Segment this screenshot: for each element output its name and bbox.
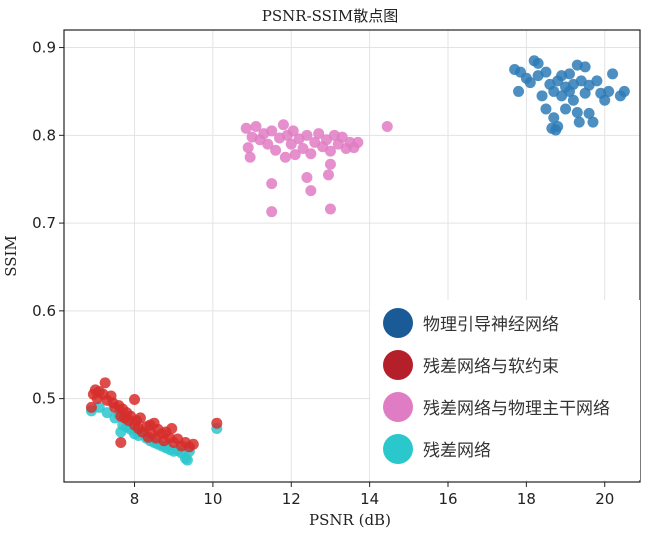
data-point [289,149,301,161]
x-tick-label: 8 [130,490,140,508]
series-残差网络与软约束 [85,377,223,453]
data-point [301,171,313,183]
legend-label: 残差网络与物理主干网络 [423,399,610,419]
data-point [567,94,579,106]
x-tick-label: 12 [282,490,301,508]
data-point [250,121,262,133]
data-point [85,401,97,413]
data-point [313,128,325,140]
legend-marker [383,350,413,380]
data-point [266,178,278,190]
data-point [560,103,572,115]
y-tick-label: 0.6 [32,302,56,320]
points-layer [85,55,630,466]
data-point [115,437,127,449]
x-tick-label: 16 [438,490,457,508]
legend-label: 物理引导神经网络 [423,315,559,335]
data-point [573,116,585,128]
data-point [285,138,297,150]
legend-background [370,300,640,480]
data-point [187,438,199,450]
data-point [381,121,393,133]
data-point [301,129,313,141]
plot-frame [63,29,641,483]
legend-label: 残差网络与软约束 [423,357,559,377]
series-物理引导神经网络 [509,55,630,136]
chart-title: PSNR-SSIM散点图 [262,7,398,25]
data-point [129,393,141,405]
data-point [240,122,252,134]
data-point [134,412,146,424]
data-point [99,377,111,389]
data-point [211,417,223,429]
y-axis-label: SSIM [2,235,20,277]
data-point [579,61,591,73]
x-tick-label: 14 [360,490,379,508]
data-point [607,68,619,80]
data-point [540,103,552,115]
data-point [266,125,278,137]
data-point [583,107,595,119]
data-point [297,142,309,154]
data-point [336,131,348,143]
data-point [324,158,336,170]
data-point [93,401,105,413]
data-point [599,94,611,106]
data-point [324,203,336,215]
data-point [548,112,560,124]
data-point [618,85,630,97]
y-tick-label: 0.7 [32,214,56,232]
data-point [324,145,336,157]
data-point [513,85,525,97]
data-point [279,151,291,163]
data-point [322,169,334,181]
data-point [603,85,615,97]
data-point [591,75,603,87]
x-tick-label: 10 [203,490,222,508]
data-point [270,144,282,156]
grid [64,30,640,482]
data-point [532,57,544,69]
legend-label: 残差网络 [423,441,491,461]
x-tick-label: 18 [517,490,536,508]
data-point [563,68,575,80]
data-point [287,125,299,137]
data-point [266,206,278,218]
data-point [305,185,317,197]
x-axis-label: PSNR (dB) [309,511,391,529]
legend-marker [383,308,413,338]
legend-marker [383,434,413,464]
y-tick-label: 0.8 [32,126,56,144]
x-tick-label: 20 [595,490,614,508]
data-point [536,90,548,102]
data-point [352,136,364,148]
data-point [546,122,558,134]
data-point [262,138,274,150]
data-point [540,66,552,78]
data-point [101,407,113,419]
data-point [571,107,583,119]
y-tick-label: 0.9 [32,39,56,57]
data-point [242,142,254,154]
data-point [305,148,317,160]
y-tick-label: 0.5 [32,390,56,408]
data-point [181,454,193,466]
series-残差网络与物理主干网络 [240,119,393,218]
data-point [244,151,256,163]
data-point [166,422,178,434]
data-point [115,426,127,438]
data-point [277,119,289,131]
data-point [587,116,599,128]
legend-marker [383,392,413,422]
axis-ticks: 8 10 12 14 16 18 20 0.5 0.6 0.7 0.8 0.9 [32,39,614,508]
data-point [524,77,536,89]
